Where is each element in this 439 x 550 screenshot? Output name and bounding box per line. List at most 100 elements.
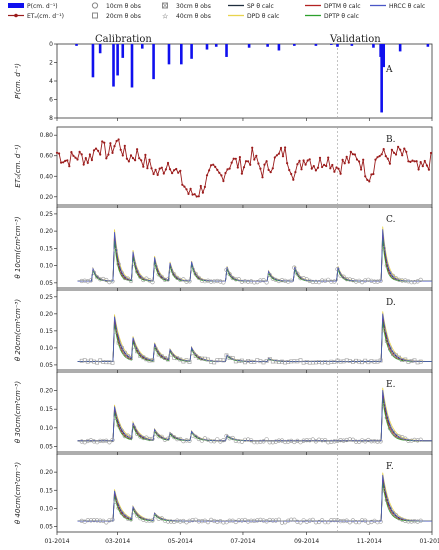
observed-marker: [193, 434, 198, 439]
observed-marker: [202, 279, 207, 284]
eto-point: [187, 192, 190, 195]
observed-marker: [172, 435, 177, 440]
observed-marker: [418, 518, 423, 523]
observed-marker: [347, 277, 352, 282]
eto-point: [218, 171, 221, 174]
observed-marker: [270, 440, 275, 445]
legend-swatch-bar: [8, 3, 24, 8]
observed-marker: [150, 280, 155, 285]
eto-point: [154, 168, 157, 171]
precip-bar: [98, 44, 102, 54]
eto-point: [210, 164, 213, 167]
observed-marker: [209, 439, 214, 444]
observed-marker: [85, 438, 90, 444]
observed-marker: [267, 517, 272, 523]
eto-point: [109, 142, 112, 145]
x-tick-label: 11-2014: [357, 538, 382, 545]
legend-label: DPD θ calc: [247, 13, 279, 20]
observed-marker: [209, 279, 214, 284]
panel-label: D.: [386, 298, 396, 308]
eto-point: [164, 168, 167, 171]
observed-marker: [95, 360, 100, 365]
observed-marker: [387, 270, 393, 276]
observed-marker: [353, 439, 359, 444]
eto-point: [94, 147, 98, 150]
model-line: [77, 231, 432, 282]
legend-item: DPTP θ calc: [305, 13, 359, 20]
eto-point: [125, 157, 128, 160]
eto-point: [341, 158, 344, 161]
observed-marker: [332, 279, 337, 284]
observed-marker: [172, 272, 177, 277]
observed-marker: [267, 272, 272, 278]
eto-point: [115, 139, 118, 143]
eto-point: [349, 150, 352, 153]
observed-marker: [91, 270, 97, 275]
eto-point: [117, 138, 120, 141]
y-axis-label: ETₒ(cm. d⁻¹): [14, 144, 22, 187]
eto-point: [134, 159, 137, 162]
eto-point: [345, 155, 348, 158]
eto-point: [127, 160, 130, 163]
observed-marker: [141, 355, 146, 360]
calibration-header: Calibration: [95, 34, 152, 45]
observed-marker: [212, 279, 217, 284]
observed-marker: [394, 353, 398, 358]
observed-marker: [196, 275, 201, 280]
observed-marker: [249, 438, 254, 443]
model-line: [77, 226, 432, 282]
legend-item: ☆ 40cm θ obs: [162, 13, 211, 21]
precip-bar: [247, 44, 251, 48]
observed-marker: [344, 518, 349, 523]
panel-frame: [56, 371, 433, 453]
eto-point: [399, 148, 402, 151]
eto-point: [417, 168, 420, 171]
eto-point: [189, 187, 192, 190]
eto-point: [388, 162, 391, 165]
eto-point: [60, 161, 63, 164]
eto-point: [205, 174, 209, 177]
eto-point: [394, 153, 398, 156]
eto-point: [314, 169, 317, 172]
observed-marker: [187, 518, 192, 523]
eto-point: [208, 169, 211, 172]
eto-point: [195, 195, 198, 198]
eto-point: [269, 171, 272, 174]
observed-marker: [122, 514, 127, 519]
observed-marker: [190, 267, 195, 272]
observed-marker: [335, 267, 340, 272]
eto-point: [185, 188, 188, 191]
observed-marker: [378, 439, 383, 444]
precip-bar: [225, 44, 228, 57]
x-tick-label: 01-2014: [44, 538, 69, 545]
observed-marker: [159, 434, 164, 439]
eto-point: [333, 170, 336, 173]
legend-label: HRCC θ calc: [389, 3, 425, 10]
observed-marker: [264, 359, 269, 363]
eto-point: [201, 191, 204, 194]
eto-point: [419, 161, 422, 164]
observed-marker: [326, 440, 331, 445]
observed-marker: [212, 439, 217, 444]
observed-marker: [153, 264, 158, 269]
eto-point: [378, 155, 381, 158]
eto-point: [370, 173, 373, 176]
eto-point: [364, 175, 367, 178]
observed-marker: [400, 278, 405, 283]
observed-marker: [357, 520, 362, 525]
eto-point: [392, 151, 396, 154]
observed-marker: [252, 440, 257, 445]
observed-marker: [252, 518, 257, 524]
eto-point: [179, 169, 182, 172]
observed-marker: [104, 277, 109, 283]
panel-label: A: [385, 65, 393, 75]
precip-bar: [426, 44, 430, 47]
eto-point: [284, 146, 287, 149]
observed-marker: [162, 277, 167, 283]
eto-point: [327, 156, 330, 159]
observed-marker: [393, 276, 399, 281]
legend-label: DPTP θ calc: [324, 13, 359, 20]
eto-point: [181, 183, 184, 186]
observed-marker: [378, 358, 383, 363]
observed-marker: [393, 433, 399, 438]
